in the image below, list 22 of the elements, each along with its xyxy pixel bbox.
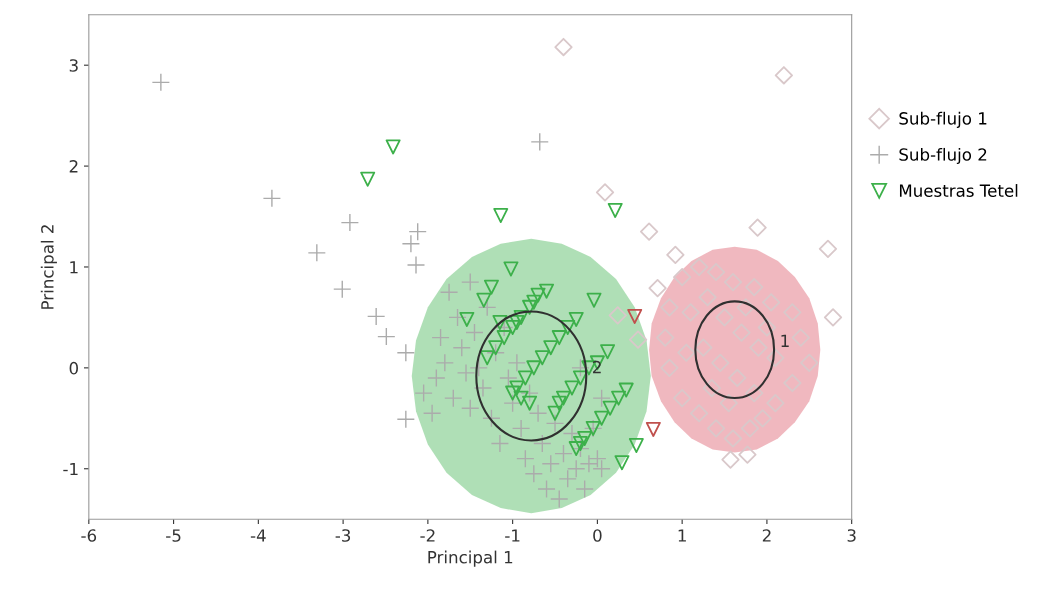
y-tick-label: 1 (70, 261, 78, 274)
annotation: 2 (593, 360, 601, 374)
x-tick-label: -5 (166, 529, 181, 542)
x-tick-label: -6 (81, 529, 97, 542)
y-tick-label: -1 (63, 462, 78, 476)
y-tick-label: 3 (69, 59, 78, 72)
y-tick-label: 2 (69, 160, 78, 173)
x-tick-label: -1 (505, 529, 520, 542)
y-axis-title: Principal 2 (40, 225, 57, 309)
x-tick-label: 2 (762, 529, 771, 542)
annotation: 1 (781, 334, 789, 347)
x-tick-label: 3 (847, 529, 856, 542)
x-tick-label: -3 (335, 529, 351, 542)
x-axis-title: Principal 1 (428, 550, 513, 567)
y-tick-label: 0 (69, 361, 78, 375)
legend-label: Sub-flujo 1 (899, 111, 987, 128)
x-tick-label: 1 (678, 529, 686, 542)
x-tick-label: 0 (593, 529, 602, 542)
legend-label: Sub-flujo 2 (899, 147, 987, 165)
x-tick-label: -2 (420, 529, 435, 542)
legend-label: Muestras Tetel (899, 184, 1018, 197)
x-tick-label: -4 (250, 529, 266, 542)
